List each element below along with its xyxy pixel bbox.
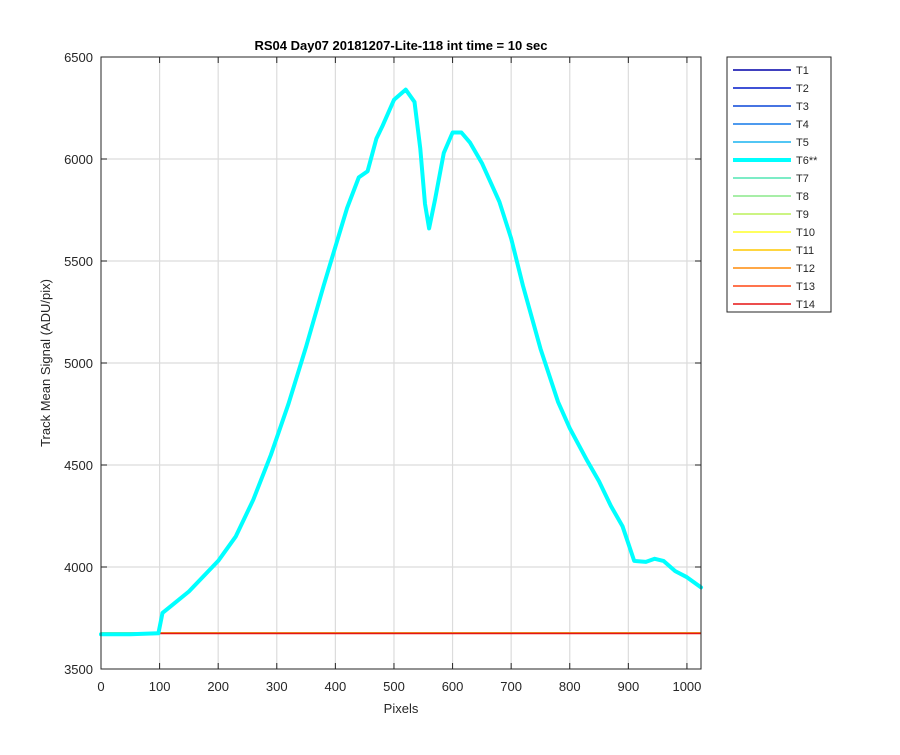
x-tick-label: 0 xyxy=(97,679,104,694)
x-tick-label: 700 xyxy=(500,679,522,694)
x-tick-label: 500 xyxy=(383,679,405,694)
y-tick-label: 4000 xyxy=(64,560,93,575)
y-tick-label: 5500 xyxy=(64,254,93,269)
legend-label-t6: T6** xyxy=(796,155,818,167)
x-tick-label: 400 xyxy=(325,679,347,694)
x-tick-label: 900 xyxy=(617,679,639,694)
series-line-t6 xyxy=(99,87,703,637)
legend-label-t1: T1 xyxy=(796,65,809,77)
legend-label-t4: T4 xyxy=(796,119,809,131)
legend: T1 T2 T3 T4 T5 T6** T7 T8 T9 T10 T11 T12 T13 T14 xyxy=(726,56,832,313)
y-axis-label: Track Mean Signal (ADU/pix) xyxy=(38,279,53,447)
x-tick-label: 300 xyxy=(266,679,288,694)
legend-label-t12: T12 xyxy=(796,263,815,275)
legend-label-t13: T13 xyxy=(796,281,815,293)
grid-lines xyxy=(101,57,701,669)
x-tick-label: 200 xyxy=(207,679,229,694)
legend-label-t11: T11 xyxy=(796,245,814,257)
y-tick-label: 3500 xyxy=(64,662,93,677)
y-tick-label: 6500 xyxy=(64,50,93,65)
x-tick-label: 600 xyxy=(442,679,464,694)
y-tick-label: 5000 xyxy=(64,356,93,371)
x-tick-label: 800 xyxy=(559,679,581,694)
legend-label-t10: T10 xyxy=(796,227,815,239)
legend-items: T1 T2 T3 T4 T5 T6** T7 T8 T9 T10 T11 T12 T13 T14 xyxy=(733,65,818,311)
series-lines xyxy=(99,87,703,637)
axis-ticks: 0 100 200 300 400 500 600 700 800 900 1000 3500 4000… xyxy=(64,50,701,694)
chart-title: RS04 Day07 20181207-Lite-118 int time = … xyxy=(254,38,547,53)
legend-label-t14: T14 xyxy=(796,299,815,311)
legend-label-t8: T8 xyxy=(796,191,809,203)
y-tick-label: 4500 xyxy=(64,458,93,473)
legend-label-t9: T9 xyxy=(796,209,809,221)
legend-label-t5: T5 xyxy=(796,137,809,149)
x-tick-label: 1000 xyxy=(672,679,701,694)
x-tick-label: 100 xyxy=(149,679,171,694)
legend-label-t2: T2 xyxy=(796,83,809,95)
legend-label-t3: T3 xyxy=(796,101,809,113)
y-tick-label: 6000 xyxy=(64,152,93,167)
x-axis-label: Pixels xyxy=(384,701,419,716)
legend-label-t7: T7 xyxy=(796,173,809,185)
legend-box xyxy=(726,56,832,313)
